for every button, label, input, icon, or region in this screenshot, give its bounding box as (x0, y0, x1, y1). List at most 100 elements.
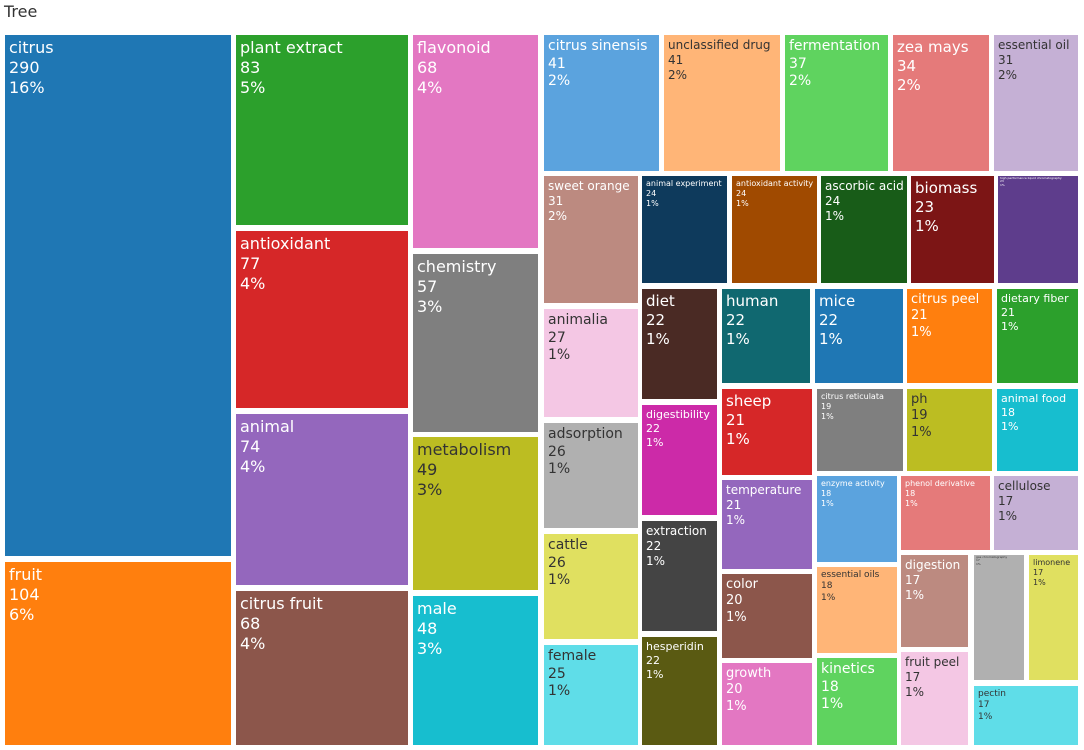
tile-extraction[interactable]: extraction 22 1% (642, 521, 717, 631)
tile-value: 57 (417, 277, 438, 296)
tile-value: 24 (646, 189, 657, 198)
tile-animal-food[interactable]: animal food 18 1% (997, 389, 1078, 471)
tile-label: essential oils (821, 570, 880, 580)
tile-value: 26 (548, 554, 566, 571)
tile-value: 22 (819, 310, 839, 329)
tile-value: 19 (911, 408, 928, 424)
tile-high-performance-liquid-chromatography[interactable]: high performance liquid chromatography 23… (998, 176, 1078, 283)
tile-label: hesperidin (646, 640, 704, 653)
tile-citrus-reticulata[interactable]: citrus reticulata 19 1% (817, 389, 903, 471)
tile-value: 68 (417, 58, 438, 77)
tile-fruit[interactable]: fruit 104 6% (5, 562, 231, 745)
tile-percent: 1% (821, 412, 834, 421)
tile-ph[interactable]: ph 19 1% (907, 389, 992, 471)
tile-label: sweet orange (548, 179, 630, 193)
tile-sweet-orange[interactable]: sweet orange 31 2% (544, 176, 638, 303)
tile-cattle[interactable]: cattle 26 1% (544, 534, 638, 639)
tile-male[interactable]: male 48 3% (413, 596, 538, 745)
tile-percent: 1% (646, 554, 666, 568)
tile-percent: 1% (646, 667, 664, 681)
tile-value: 18 (821, 489, 832, 498)
tile-limonene[interactable]: limonene 17 1% (1029, 555, 1078, 680)
tile-value: 17 (905, 573, 921, 587)
tile-animal[interactable]: animal 74 4% (236, 414, 408, 585)
tile-value: 23 (915, 197, 935, 216)
tile-animal-experiment[interactable]: animal experiment 24 1% (642, 176, 727, 283)
tile-value: 24 (736, 189, 747, 198)
tile-value: 18 (905, 489, 916, 498)
tile-growth[interactable]: growth 20 1% (722, 663, 812, 745)
tile-label: fermentation (789, 38, 881, 54)
tile-label: limonene (1033, 558, 1071, 567)
tile-temperature[interactable]: temperature 21 1% (722, 480, 812, 569)
tile-citrus[interactable]: citrus 290 16% (5, 35, 231, 556)
tile-label: animalia (548, 312, 608, 328)
tile-value: 25 (548, 665, 566, 682)
tile-digestion[interactable]: digestion 17 1% (901, 555, 968, 647)
tile-label: kinetics (821, 661, 875, 677)
tile-hesperidin[interactable]: hesperidin 22 1% (642, 637, 717, 745)
tile-fruit-peel[interactable]: fruit peel 17 1% (901, 652, 968, 745)
tile-percent: 1% (646, 329, 670, 348)
tile-value: 18 (1001, 405, 1015, 419)
tile-color[interactable]: color 20 1% (722, 574, 812, 658)
tile-value: 48 (417, 619, 438, 638)
tile-percent: 1% (646, 199, 659, 208)
tile-kinetics[interactable]: kinetics 18 1% (817, 658, 897, 745)
tile-label: citrus sinensis (548, 38, 648, 54)
tile-animalia[interactable]: animalia 27 1% (544, 309, 638, 417)
tile-percent: 1% (726, 609, 747, 625)
tile-value: 21 (726, 498, 742, 512)
tile-ascorbic-acid[interactable]: ascorbic acid 24 1% (821, 176, 907, 283)
tile-value: 23 (1000, 179, 1004, 184)
tile-label: citrus reticulata (821, 392, 884, 401)
tile-cellulose[interactable]: cellulose 17 1% (994, 476, 1078, 550)
tile-mice[interactable]: mice 22 1% (815, 289, 903, 383)
tile-sheep[interactable]: sheep 21 1% (722, 389, 812, 475)
tile-percent: 1% (726, 329, 750, 348)
tile-citrus-peel[interactable]: citrus peel 21 1% (907, 289, 992, 383)
tile-label: growth (726, 666, 772, 681)
tile-antioxidant[interactable]: antioxidant 77 4% (236, 231, 408, 408)
tile-digestibility[interactable]: digestibility 22 1% (642, 405, 717, 515)
tile-label: ph (911, 392, 928, 407)
tile-value: 19 (821, 402, 832, 411)
tile-enzyme-activity[interactable]: enzyme activity 18 1% (817, 476, 897, 562)
tile-value: 290 (9, 58, 40, 77)
tile-gas-chromatography[interactable]: gas chromatography 17 1% (974, 555, 1024, 680)
tile-percent: 1% (726, 513, 746, 527)
tile-percent: 2% (668, 68, 688, 82)
tile-essential-oils[interactable]: essential oils 18 1% (817, 567, 897, 653)
tile-label: female (548, 648, 597, 664)
tile-essential-oil[interactable]: essential oil 31 2% (994, 35, 1078, 171)
tile-pectin[interactable]: pectin 17 1% (974, 686, 1078, 745)
tile-percent: 1% (976, 561, 981, 566)
tile-unclassified-drug[interactable]: unclassified drug 41 2% (664, 35, 780, 171)
tile-zea-mays[interactable]: zea mays 34 2% (893, 35, 989, 171)
tile-phenol-derivative[interactable]: phenol derivative 18 1% (901, 476, 990, 550)
tile-flavonoid[interactable]: flavonoid 68 4% (413, 35, 538, 248)
tile-biomass[interactable]: biomass 23 1% (911, 176, 994, 283)
tile-percent: 2% (548, 73, 571, 89)
tile-metabolism[interactable]: metabolism 49 3% (413, 437, 538, 590)
tile-label: cattle (548, 537, 588, 553)
tile-value: 22 (646, 539, 662, 553)
tile-label: extraction (646, 524, 707, 538)
tile-percent: 1% (978, 711, 993, 722)
tile-diet[interactable]: diet 22 1% (642, 289, 717, 399)
tile-citrus-fruit[interactable]: citrus fruit 68 4% (236, 591, 408, 745)
tile-value: 31 (998, 53, 1014, 67)
tile-label: plant extract (240, 38, 343, 57)
tile-human[interactable]: human 22 1% (722, 289, 810, 383)
tile-fermentation[interactable]: fermentation 37 2% (785, 35, 888, 171)
tile-label: phenol derivative (905, 479, 975, 488)
tile-chemistry[interactable]: chemistry 57 3% (413, 254, 538, 432)
tile-label: citrus (9, 38, 54, 57)
tile-dietary-fiber[interactable]: dietary fiber 21 1% (997, 289, 1078, 383)
tile-adsorption[interactable]: adsorption 26 1% (544, 423, 638, 528)
tile-female[interactable]: female 25 1% (544, 645, 638, 745)
tile-plant-extract[interactable]: plant extract 83 5% (236, 35, 408, 225)
tile-citrus-sinensis[interactable]: citrus sinensis 41 2% (544, 35, 659, 171)
tile-antioxidant-activity[interactable]: antioxidant activity 24 1% (732, 176, 817, 283)
tile-percent: 1% (911, 424, 932, 440)
